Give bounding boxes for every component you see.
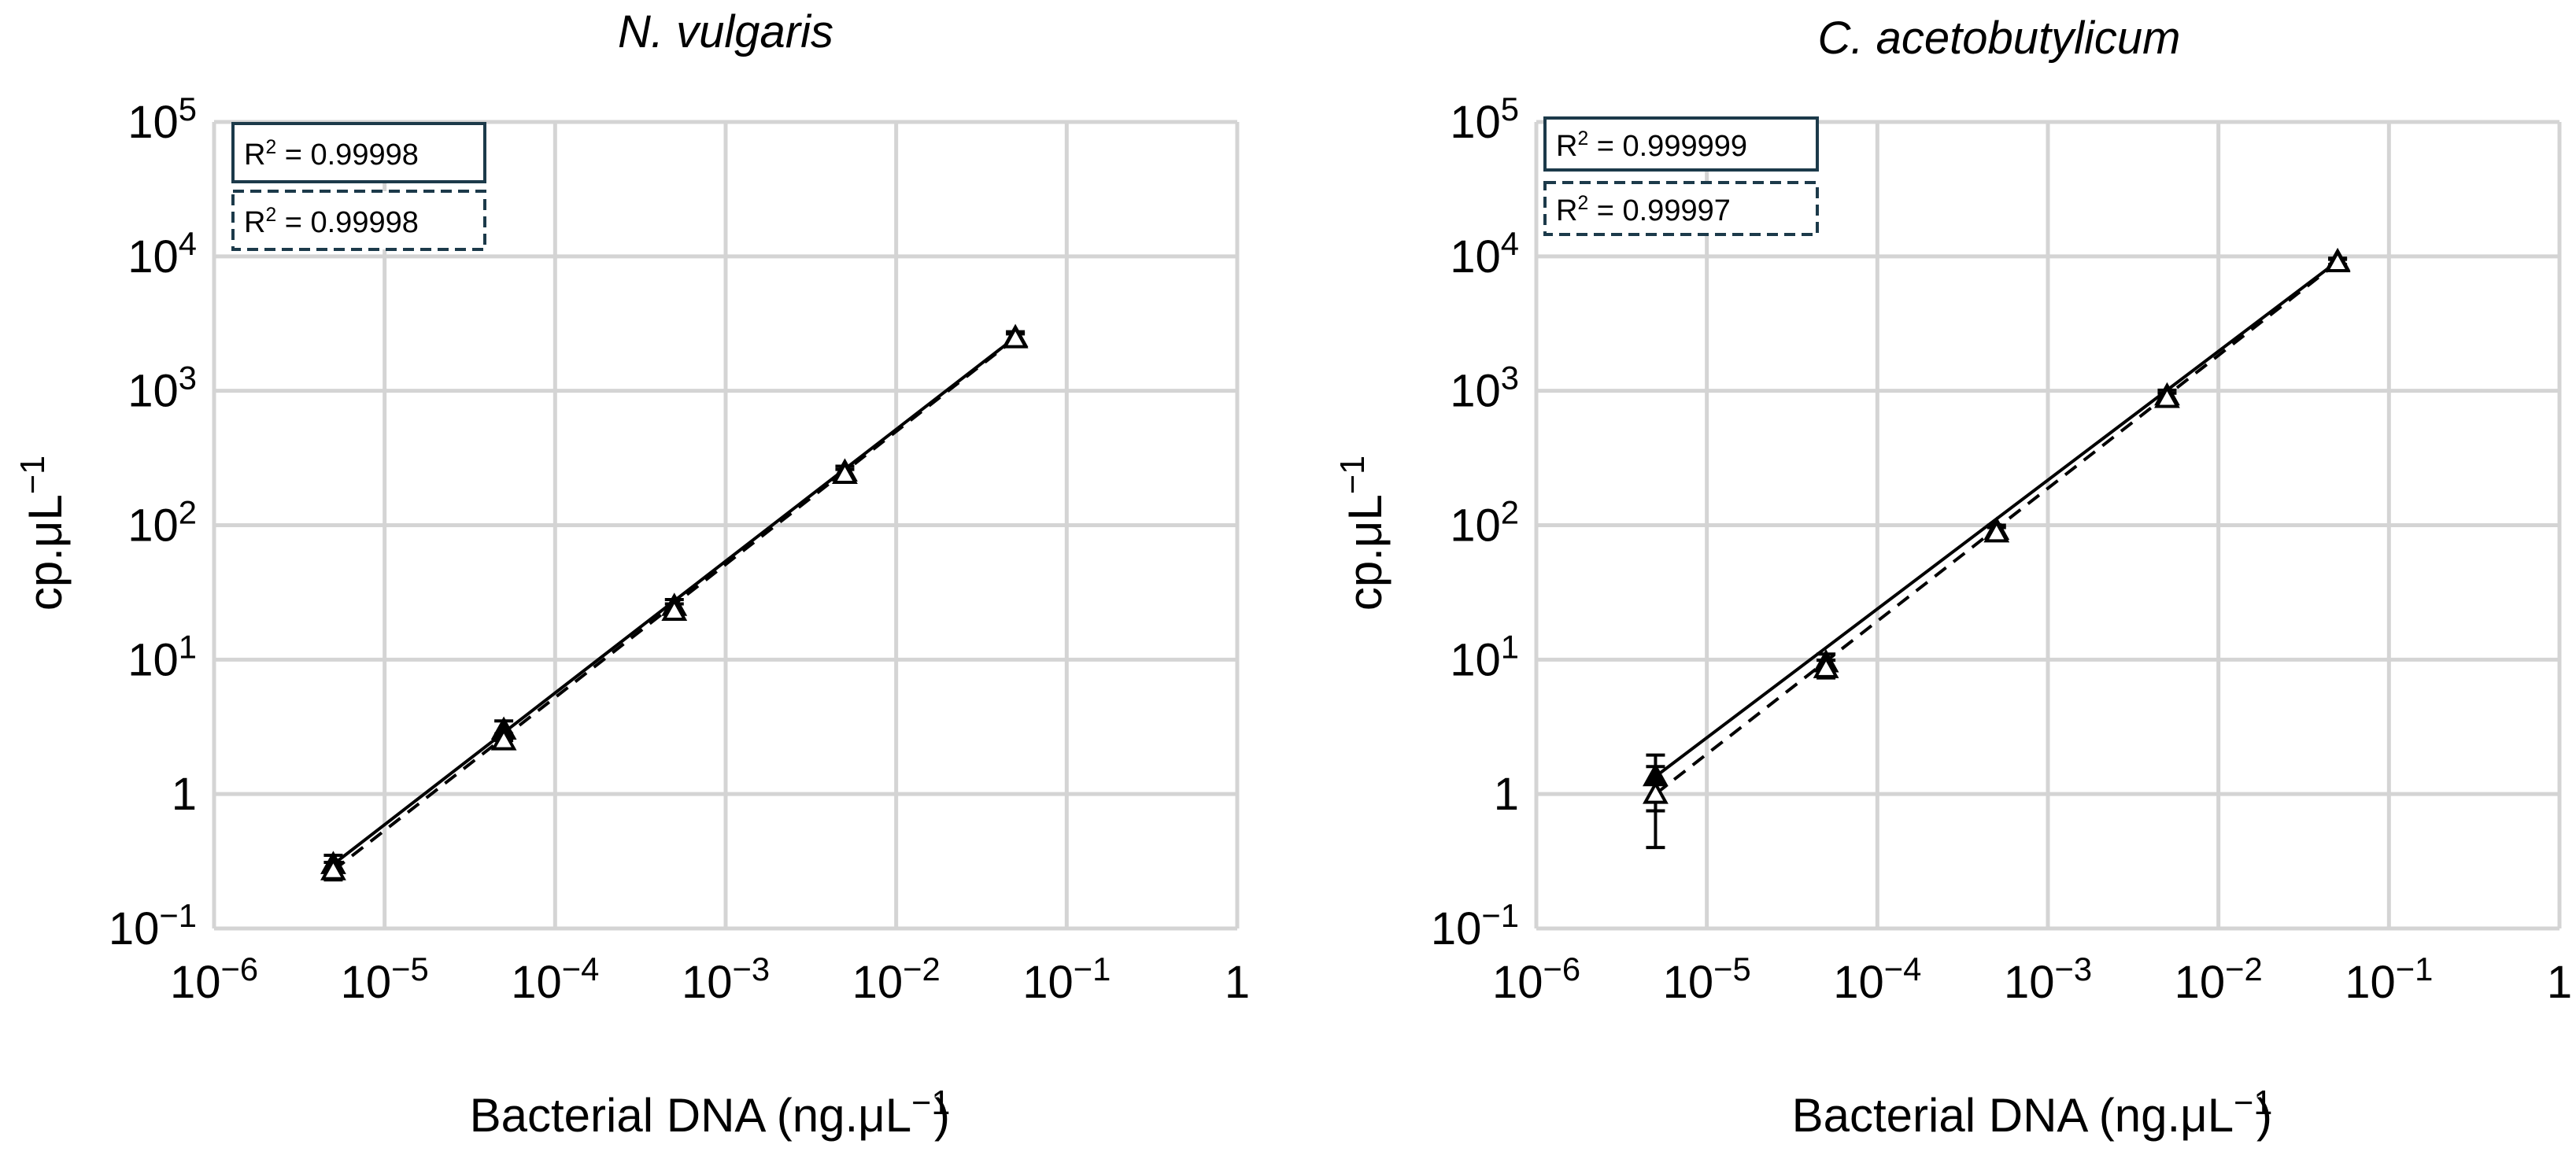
- r2-box-frame: [231, 122, 486, 183]
- r2-box-dashed: R2 = 0.99998: [231, 190, 486, 251]
- x-tick-label: 10−5: [341, 950, 429, 1008]
- x-tick-label: 10−3: [2004, 950, 2092, 1008]
- series-dashed: [1643, 249, 2351, 850]
- x-tick-label: 10−3: [682, 950, 770, 1008]
- y-tick-label: 103: [128, 360, 197, 417]
- r2-box-frame: [1543, 181, 1819, 236]
- chart-title: C. acetobutylicum: [1818, 13, 2181, 64]
- x-axis-label-close: ): [2256, 1089, 2272, 1142]
- y-tick-label: 102: [128, 494, 197, 552]
- x-tick-label: 1: [1225, 957, 1250, 1008]
- x-tick-label: 10−1: [1022, 950, 1111, 1008]
- y-tick-label: 1: [172, 769, 197, 820]
- data-point: [832, 460, 858, 484]
- y-axis-label: cp.μL−1: [14, 456, 72, 611]
- series-dashed: [320, 325, 1029, 882]
- grid: [212, 120, 1240, 931]
- x-tick-label: 10−6: [1492, 950, 1580, 1008]
- data-point: [2154, 385, 2180, 408]
- x-axis-label: Bacterial DNA (ng.μL−1: [470, 1084, 951, 1142]
- x-tick-label: 1: [2547, 957, 2572, 1008]
- x-tick-label: 10−2: [2175, 950, 2263, 1008]
- x-tick-label: 10−1: [2345, 950, 2433, 1008]
- y-tick-label: 105: [1450, 90, 1519, 148]
- r2-box-solid: R2 = 0.99998: [231, 122, 486, 183]
- y-axis-label: cp.μL−1: [1334, 456, 1391, 611]
- r2-box-dashed: R2 = 0.99997: [1543, 181, 1819, 236]
- r2-box-frame: [1543, 116, 1819, 172]
- x-tick-label: 10−5: [1663, 950, 1751, 1008]
- data-point: [661, 597, 688, 621]
- y-tick-label: 101: [128, 628, 197, 685]
- data-point: [320, 857, 346, 880]
- y-tick-label: 10−1: [1431, 897, 1519, 954]
- x-tick-label: 10−2: [852, 950, 941, 1008]
- y-tick-label: 103: [1450, 360, 1519, 417]
- data-point: [1813, 655, 1839, 678]
- x-axis-label-close: ): [934, 1089, 950, 1142]
- r2-box-frame: [231, 190, 486, 251]
- x-tick-label: 10−4: [511, 950, 599, 1008]
- data-point: [2324, 249, 2351, 273]
- y-tick-label: 102: [1450, 494, 1519, 552]
- x-tick-label: 10−4: [1833, 950, 1921, 1008]
- r2-box-solid: R2 = 0.999999: [1543, 116, 1819, 172]
- x-tick-label: 10−6: [170, 950, 258, 1008]
- r2-text: R2 = 0.999999: [1556, 128, 1747, 163]
- data-point: [490, 727, 517, 751]
- grid: [1534, 120, 2562, 931]
- y-tick-label: 104: [128, 225, 197, 282]
- r2-text: R2 = 0.99997: [1556, 193, 1731, 227]
- y-tick-label: 105: [128, 90, 197, 148]
- data-point: [1643, 781, 1669, 804]
- chart-panel-1: N. vulgaris 10−6 10−5 10−4 10−3 10−2 10−1 1 10−1…: [14, 6, 1250, 1142]
- y-tick-label: 104: [1450, 225, 1519, 282]
- y-tick-label: 101: [1450, 628, 1519, 685]
- r2-text: R2 = 0.99998: [244, 205, 419, 239]
- data-point: [1983, 519, 2010, 543]
- chart-panel-2: C. acetobutylicum 10−6 10−5 10−4 10−3 10−2 10−…: [1334, 13, 2572, 1142]
- x-axis-label: Bacterial DNA (ng.μL−1: [1792, 1084, 2273, 1142]
- r2-text: R2 = 0.99998: [244, 137, 419, 172]
- y-tick-label: 1: [1494, 769, 1519, 820]
- y-tick-label: 10−1: [109, 897, 197, 954]
- chart-title: N. vulgaris: [618, 6, 833, 57]
- data-point: [1002, 325, 1029, 349]
